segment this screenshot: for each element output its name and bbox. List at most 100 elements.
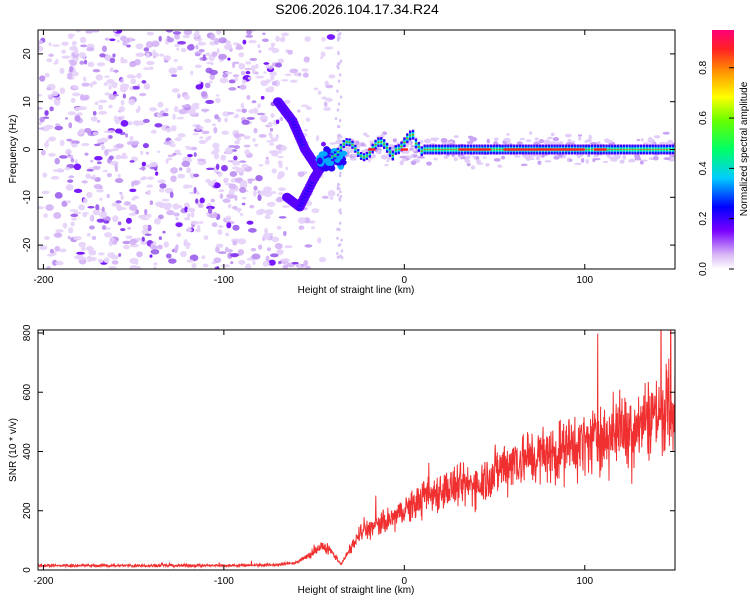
y-tick-label: 400: [22, 443, 33, 460]
noise-blob: [78, 52, 86, 59]
noise-blob: [135, 237, 142, 241]
noise-blob: [111, 81, 118, 89]
carrier-line: [452, 144, 455, 155]
noise-blob: [340, 135, 343, 139]
noise-blob: [104, 37, 110, 41]
noise-blob: [38, 45, 44, 52]
noise-blob: [66, 138, 73, 142]
noise-blob: [246, 220, 254, 225]
noise-blob: [282, 264, 289, 269]
noise-blob: [336, 108, 340, 112]
noise-blob: [304, 36, 311, 42]
noise-blob: [213, 146, 220, 154]
noise-blob: [74, 211, 82, 215]
noise-blob: [261, 38, 269, 42]
noise-blob: [219, 77, 229, 84]
noise-blob: [200, 81, 204, 89]
noise-blob: [44, 124, 54, 130]
carrier-haze: [516, 141, 523, 146]
noise-blob: [62, 222, 68, 229]
noise-blob: [92, 68, 101, 73]
convergence-blob: [318, 151, 328, 157]
noise-blob: [50, 175, 60, 180]
noise-blob: [336, 193, 340, 197]
noise-blob: [227, 248, 233, 253]
noise-blob: [96, 119, 101, 123]
noise-blob: [153, 262, 158, 266]
carrier-haze: [410, 160, 417, 166]
noise-blob: [91, 235, 97, 241]
noise-blob: [120, 194, 124, 201]
noise-blob: [197, 160, 206, 166]
noise-blob: [141, 236, 145, 242]
noise-blob: [321, 36, 326, 42]
x-tick-label: 0: [402, 576, 408, 587]
noise-blob: [38, 127, 45, 130]
noise-blob: [285, 166, 289, 170]
noise-blob: [336, 183, 340, 187]
noise-blob: [224, 246, 229, 253]
noise-blob: [109, 38, 116, 42]
noise-blob: [187, 153, 193, 158]
noise-blob: [161, 198, 170, 202]
noise-blob: [94, 101, 99, 106]
noise-blob: [171, 88, 180, 93]
noise-blob: [213, 211, 218, 219]
noise-blob: [166, 157, 173, 161]
noise-blob: [61, 41, 69, 46]
noise-blob: [113, 93, 120, 97]
noise-blob: [258, 208, 266, 214]
colorbar-tick-label: 0.2: [698, 211, 709, 225]
noise-blob: [168, 67, 178, 74]
noise-blob: [154, 123, 163, 128]
noise-blob: [120, 120, 129, 127]
noise-blob: [277, 58, 285, 64]
noise-blob: [61, 55, 71, 59]
noise-blob: [280, 38, 285, 42]
noise-blob: [275, 35, 280, 42]
carrier-haze: [652, 155, 659, 161]
noise-blob: [129, 204, 138, 211]
noise-blob: [39, 116, 45, 123]
noise-blob: [205, 99, 215, 105]
carrier-line: [639, 144, 643, 155]
noise-blob: [91, 30, 100, 33]
noise-blob: [263, 71, 267, 74]
noise-blob: [135, 120, 140, 127]
noise-blob: [174, 137, 182, 142]
carrier-haze: [533, 142, 540, 146]
noise-blob: [105, 227, 111, 230]
noise-blob: [157, 214, 164, 220]
noise-blob: [44, 235, 50, 240]
carrier-haze: [543, 139, 551, 145]
carrier-line: [420, 146, 423, 157]
noise-blob: [238, 259, 246, 265]
noise-blob: [99, 211, 108, 219]
noise-blob: [186, 167, 192, 174]
noise-blob: [173, 247, 178, 254]
noise-blob: [100, 144, 106, 151]
noise-blob: [163, 55, 172, 61]
carrier-haze: [386, 159, 390, 163]
noise-blob: [214, 38, 220, 45]
carrier-haze: [541, 154, 545, 158]
carrier-haze: [585, 159, 589, 164]
carrier-haze: [552, 136, 560, 142]
noise-blob: [187, 226, 191, 233]
noise-blob: [38, 206, 45, 210]
noise-blob: [317, 237, 322, 244]
noise-blob: [96, 161, 102, 165]
carrier-line: [331, 153, 334, 162]
noise-blob: [193, 186, 197, 194]
noise-blob: [65, 148, 72, 156]
noise-blob: [250, 64, 256, 71]
noise-blob: [124, 133, 129, 138]
noise-blob: [324, 46, 334, 50]
noise-blob: [87, 206, 95, 209]
carrier-haze: [493, 137, 499, 141]
noise-blob: [197, 203, 204, 209]
carrier-haze: [640, 138, 644, 142]
carrier-haze: [519, 137, 526, 141]
noise-blob: [96, 62, 106, 67]
carrier-haze: [569, 158, 573, 162]
